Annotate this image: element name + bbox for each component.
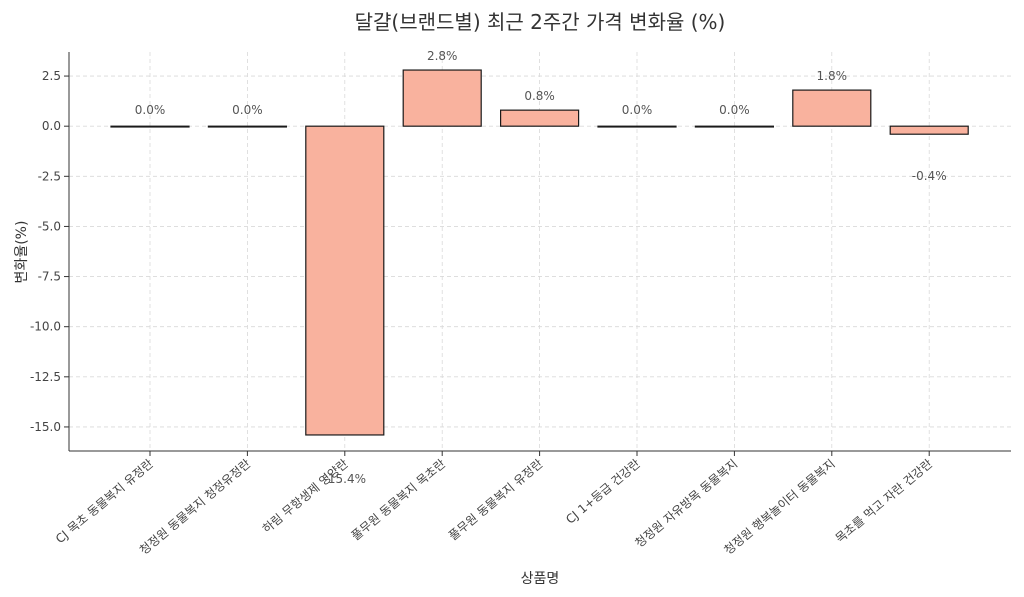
data-label: -15.4%: [324, 472, 366, 486]
bar: [110, 125, 190, 128]
x-axis-label: 상품명: [521, 571, 560, 587]
x-tick-label: CJ 1+등급 건강란: [563, 457, 643, 527]
bar: [792, 89, 872, 127]
data-label: 0.0%: [719, 103, 750, 117]
x-tick-label: 청정원 자유방목 동물복지: [632, 457, 740, 551]
data-label: 0.8%: [524, 89, 555, 103]
data-label: 0.0%: [232, 103, 263, 117]
x-tick-label: 청정원 동물복지 청정유정란: [137, 457, 253, 558]
bar: [500, 109, 580, 127]
bar: [694, 125, 775, 128]
data-label: 2.8%: [427, 49, 458, 63]
y-axis-label: 변화율(%): [14, 221, 30, 284]
y-tick-label: -2.5: [38, 169, 61, 183]
data-label: 0.0%: [622, 103, 653, 117]
bar: [305, 125, 385, 436]
y-tick-label: -5.0: [38, 219, 61, 233]
chart-title: 달걀(브랜드별) 최근 2주간 가격 변화율 (%): [355, 10, 726, 34]
data-label: -0.4%: [912, 169, 947, 183]
x-tick-label: 목초를 먹고 자란 건강란: [833, 457, 935, 546]
x-tick-label: 청정원 행복놀이터 동물복지: [721, 456, 838, 558]
y-tick-label: -15.0: [30, 420, 61, 434]
bar: [207, 125, 287, 128]
data-label: 1.8%: [817, 69, 848, 83]
data-label: 0.0%: [135, 103, 166, 117]
y-tick-label: -10.0: [30, 320, 61, 334]
bar: [597, 125, 677, 128]
y-ticks: 2.5 0.0 -2.5 -5.0 -7.5 -10.0 -12.5 -15.0: [30, 69, 69, 434]
bars: [110, 69, 969, 436]
y-tick-label: -7.5: [38, 270, 61, 284]
data-labels: 0.0% 0.0% -15.4% 2.8% 0.8% 0.0% 0.0% 1.8% -0.4%: [135, 49, 947, 486]
bar: [889, 125, 969, 135]
bar: [402, 69, 482, 127]
x-tick-label: 풀무원 동물복지 유정란: [446, 457, 545, 544]
y-tick-label: -12.5: [30, 370, 61, 384]
x-tick-label: CJ 목초 동물복지 유정란: [53, 457, 156, 547]
x-tick-label: 풀무원 동물복지 목초란: [349, 457, 448, 544]
y-tick-label: 0.0: [42, 119, 61, 133]
x-tick-label: 하림 무항생제 영양란: [260, 457, 351, 537]
y-tick-label: 2.5: [42, 69, 61, 83]
